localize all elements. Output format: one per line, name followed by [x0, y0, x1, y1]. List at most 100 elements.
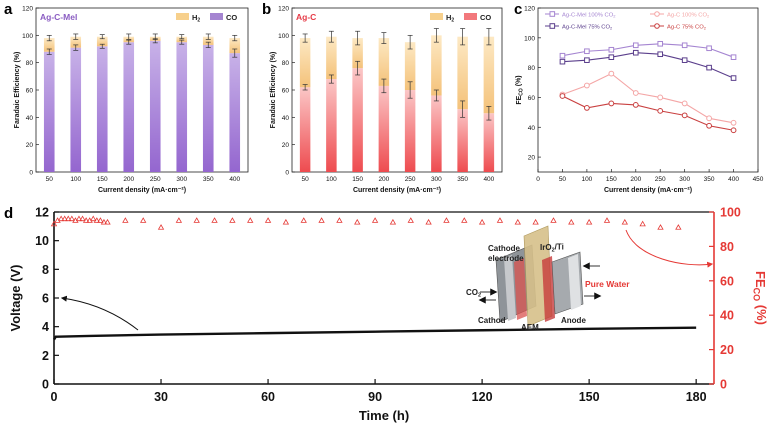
y-axis-label: Faradaic Efficiency (%) — [14, 52, 21, 129]
data-point — [478, 218, 486, 225]
y-tick-label: 20 — [528, 155, 536, 162]
data-point — [584, 57, 590, 63]
data-point — [657, 224, 664, 230]
data-point — [407, 217, 414, 223]
chart-a-faradaic-efficiency-ag-c-mel: 0 20 40 60 80 100 120 50 100 150 200 250 300 350 400 Ag… — [14, 6, 249, 194]
legend-marker — [654, 11, 660, 17]
x-tick-label: 450 — [753, 176, 764, 183]
y2-tick-label: 60 — [720, 274, 734, 288]
x-axis-label: Current density (mA·cm⁻²) — [353, 187, 441, 194]
legend-label-co: CO — [480, 13, 491, 22]
x-tick-label: 50 — [302, 176, 310, 183]
data-point — [104, 218, 111, 225]
legend-label-h2: H2 — [192, 13, 200, 24]
x-tick-label: 60 — [261, 390, 275, 404]
data-point — [559, 58, 566, 65]
plot-frame — [537, 7, 759, 173]
data-point — [229, 217, 236, 223]
y-tick-label: 12 — [35, 206, 49, 220]
y-tick-label: 60 — [528, 95, 536, 102]
data-point — [68, 215, 76, 222]
bar-h2 — [457, 36, 468, 110]
x-tick-label: 150 — [352, 176, 363, 183]
error-bar-co — [433, 89, 439, 102]
data-point — [211, 217, 218, 223]
y-tick-label: 2 — [42, 349, 49, 363]
data-point — [730, 127, 737, 134]
data-point — [657, 107, 664, 114]
series-voltage-line — [52, 326, 697, 341]
data-point — [193, 217, 200, 223]
data-point — [443, 217, 450, 223]
bar-co — [70, 47, 82, 173]
legend-swatch-h2 — [176, 13, 189, 20]
error-bar-co — [328, 74, 334, 84]
chart-b-faradaic-efficiency-ag-c: 0 20 40 60 80 100 120 50 100 150 200 250 300 350 400 Ag… — [270, 6, 503, 194]
y2-tick-label: 0 — [720, 378, 727, 392]
data-point — [568, 218, 575, 225]
data-point — [100, 218, 108, 225]
error-bar-co — [46, 48, 52, 55]
data-point — [603, 217, 611, 223]
error-bar-co — [381, 78, 387, 94]
label-cathode-electrode-line1: Cathode — [488, 244, 521, 253]
data-point — [514, 218, 521, 225]
y-tick-label: 0 — [29, 170, 33, 177]
bar-co — [176, 42, 188, 172]
series-line — [562, 72, 734, 124]
data-point — [608, 100, 615, 107]
y-tick-label: 120 — [278, 6, 289, 13]
legend-label-co: CO — [226, 13, 237, 22]
series-line — [562, 52, 734, 79]
data-point — [559, 93, 566, 99]
x-tick-label: 50 — [46, 176, 54, 183]
y2-tick-label: 40 — [720, 309, 734, 323]
label-co2: CO2 — [466, 288, 481, 299]
x-tick-label: 0 — [51, 390, 58, 404]
data-point — [496, 217, 504, 223]
data-point — [608, 46, 615, 53]
y-tick-label: 8 — [42, 263, 49, 277]
data-point — [621, 218, 628, 225]
error-bar-co — [179, 39, 185, 45]
panel-label-a: a — [4, 1, 13, 18]
y-tick-label: 4 — [42, 320, 49, 334]
data-point — [336, 217, 343, 223]
x-tick-label: 30 — [154, 390, 168, 404]
series-fe-co — [50, 215, 682, 230]
data-point — [706, 115, 713, 122]
data-point — [639, 220, 646, 227]
y-tick-label: 20 — [26, 142, 34, 149]
y-tick-label: 6 — [42, 292, 49, 306]
error-bar-h2 — [179, 34, 185, 40]
chart-title: Ag-C-Mel — [40, 12, 77, 22]
x-tick-label: 300 — [679, 176, 690, 183]
error-bar-h2 — [433, 28, 439, 43]
x-tick-label: 100 — [326, 176, 337, 183]
x-tick-label: 400 — [229, 176, 240, 183]
error-bar-h2 — [46, 34, 52, 42]
cathode-electrode-layer — [514, 258, 527, 320]
legend-label: Ag-C 100% CO2 — [667, 13, 710, 19]
error-bar-h2 — [152, 33, 158, 40]
error-bar-h2 — [205, 33, 211, 40]
data-point — [50, 220, 58, 227]
data-point — [681, 112, 688, 119]
data-point — [57, 215, 65, 222]
x-axis-label: Current density (mA·cm⁻²) — [98, 187, 186, 194]
data-point — [82, 217, 90, 223]
data-point — [730, 54, 737, 61]
label-iro2-ti: IrO2/Ti — [540, 242, 564, 253]
error-bar-co — [355, 60, 361, 76]
data-point — [371, 217, 379, 223]
x-tick-label: 120 — [472, 390, 493, 404]
data-point — [318, 217, 325, 223]
legend-label: Ag-C 75% CO2 — [667, 25, 707, 31]
plot-frame — [35, 7, 249, 173]
bar-h2 — [229, 38, 241, 54]
label-cathode: Cathod — [478, 316, 506, 325]
bar-co — [378, 85, 390, 172]
error-bar-h2 — [302, 33, 308, 43]
bar-co — [43, 51, 55, 172]
bar-co — [299, 87, 311, 172]
